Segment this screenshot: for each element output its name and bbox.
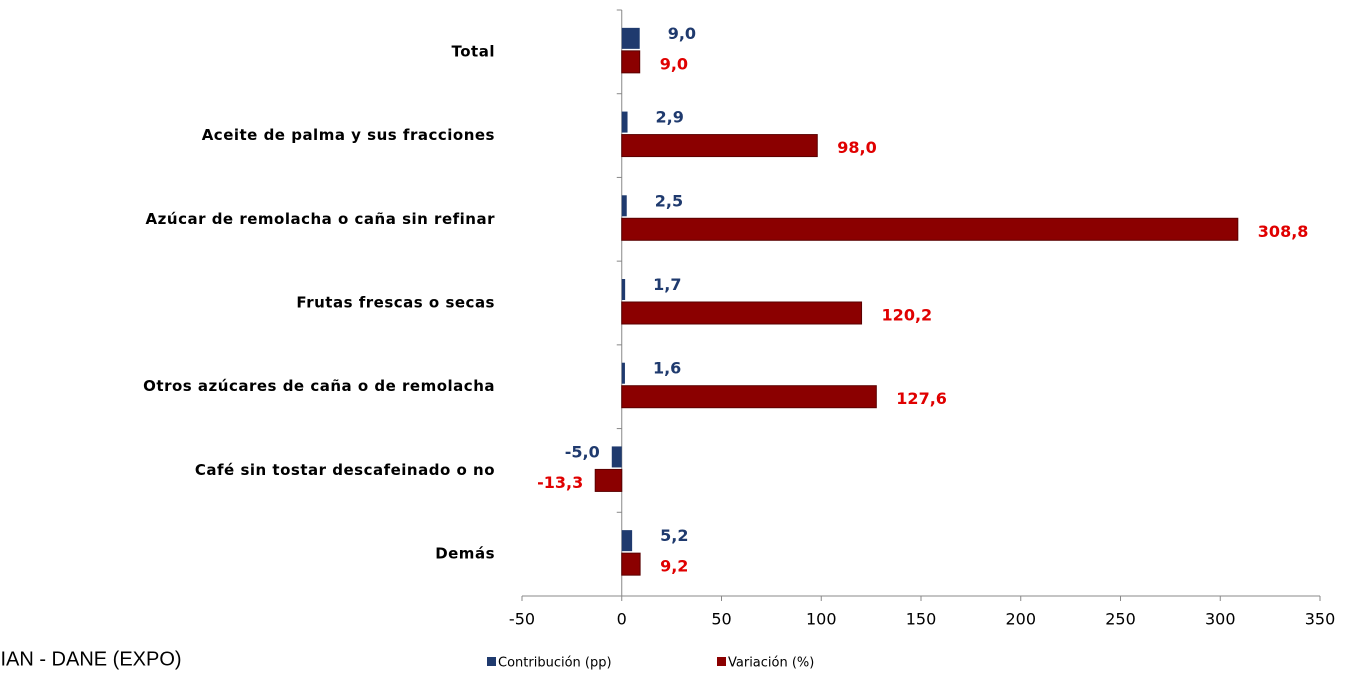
bar (621, 195, 627, 217)
bar (621, 134, 818, 158)
x-tick-label: 100 (806, 610, 837, 629)
bar (621, 27, 640, 49)
value-label: 2,9 (656, 108, 684, 127)
bar (621, 552, 641, 576)
value-label: 9,0 (668, 24, 696, 43)
category-label: Aceite de palma y sus fracciones (202, 126, 495, 144)
category-label: Azúcar de remolacha o caña sin refinar (146, 210, 496, 228)
category-label: Café sin tostar descafeinado o no (195, 461, 495, 479)
bar (594, 468, 623, 492)
bar (621, 50, 641, 74)
legend-swatch (717, 657, 726, 666)
category-label: Total (452, 42, 495, 60)
x-tick-label: -50 (509, 610, 535, 629)
bar (621, 385, 877, 409)
x-tick-label: 300 (1205, 610, 1236, 629)
value-label: 127,6 (896, 389, 947, 408)
x-tick-label: 150 (906, 610, 937, 629)
bar (621, 301, 863, 325)
legend-swatch (487, 657, 496, 666)
category-label: Demás (435, 545, 495, 563)
category-label: Frutas frescas o secas (296, 294, 495, 312)
value-label: 9,2 (660, 557, 688, 576)
x-tick-label: 250 (1105, 610, 1136, 629)
bar (621, 217, 1239, 241)
value-label: 5,2 (660, 526, 688, 545)
value-label: 9,0 (660, 54, 688, 73)
bar (621, 279, 626, 300)
value-label: 120,2 (882, 306, 933, 325)
value-label: 1,6 (653, 359, 681, 378)
value-label: 2,5 (655, 191, 683, 210)
bar (621, 362, 625, 384)
x-tick-label: 350 (1305, 610, 1336, 629)
value-label: 98,0 (837, 138, 876, 157)
category-label: Otros azúcares de caña o de remolacha (143, 377, 495, 395)
value-label: 308,8 (1258, 222, 1309, 241)
x-tick-label: 200 (1005, 610, 1036, 629)
bar (611, 446, 622, 468)
bar (621, 530, 633, 552)
source: DIAN - DANE (EXPO) (0, 648, 182, 670)
x-tick-label: 0 (617, 610, 627, 629)
legend-label: Variación (%) (728, 656, 814, 671)
legend-label: Contribución (pp) (498, 656, 612, 671)
bar (621, 111, 628, 133)
x-tick-label: 50 (711, 610, 731, 629)
value-label: -5,0 (565, 442, 600, 461)
value-label: 1,7 (653, 275, 681, 294)
value-label: -13,3 (537, 473, 583, 492)
